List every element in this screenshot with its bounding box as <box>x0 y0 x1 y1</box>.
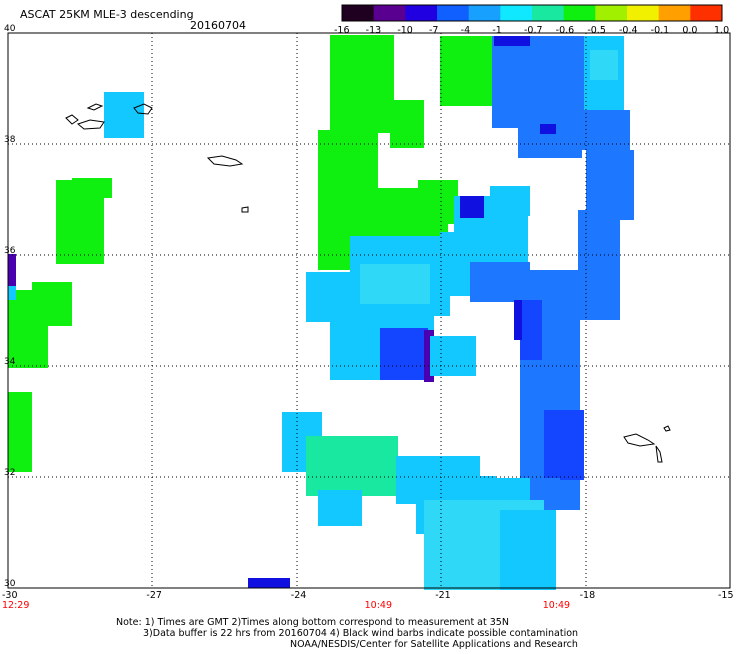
swath-cell <box>8 254 16 294</box>
swath-data-layer <box>8 35 634 590</box>
colorbar-swatch <box>563 5 596 21</box>
swath-cell <box>494 36 530 46</box>
colorbar-tick-label: -4 <box>460 25 471 36</box>
longitude-label: -27 <box>146 590 162 601</box>
island-porto-santo <box>663 425 671 432</box>
colorbar <box>341 4 723 22</box>
longitude-label: -18 <box>579 590 596 601</box>
island-azores-2 <box>76 119 105 130</box>
latitude-label: 40 <box>4 24 16 34</box>
swath-cell <box>440 36 496 106</box>
map-date: 20160704 <box>190 19 246 32</box>
swath-cell <box>330 35 394 133</box>
colorbar-swatch <box>690 5 723 21</box>
island-azores-3 <box>86 103 104 111</box>
colorbar-swatch <box>595 5 628 21</box>
swath-cell <box>8 290 48 368</box>
colorbar-swatch <box>532 5 565 21</box>
swath-cell <box>580 110 630 150</box>
pass-time-label: 10:49 <box>542 600 571 611</box>
colorbar-tick-label: -0.1 <box>650 25 670 36</box>
island-azores-6 <box>241 206 249 213</box>
note-line-3: NOAA/NESDIS/Center for Satellite Applica… <box>290 639 578 650</box>
swath-cell <box>590 50 618 80</box>
swath-cell <box>578 210 620 320</box>
latitude-label: 38 <box>4 135 16 145</box>
colorbar-swatch <box>468 5 501 21</box>
colorbar-swatch <box>500 5 533 21</box>
island-azores-4 <box>133 103 153 115</box>
longitude-label: -15 <box>718 590 734 601</box>
pass-time-label: 12:29 <box>2 600 30 611</box>
swath-cell <box>430 336 476 376</box>
swath-cell <box>306 272 350 322</box>
swath-cell <box>380 328 428 380</box>
colorbar-tick-label: -0.6 <box>555 25 575 36</box>
swath-cell <box>248 578 290 588</box>
colorbar-tick-label: -1 <box>492 25 502 36</box>
colorbar-swatch <box>373 5 406 21</box>
colorbar-swatch <box>627 5 660 21</box>
graticule-grid <box>8 33 730 588</box>
swath-cell <box>104 92 144 138</box>
swath-cell <box>514 300 522 340</box>
colorbar-swatch <box>658 5 691 21</box>
colorbar-tick-label: -0.5 <box>587 25 606 36</box>
latitude-label: 30 <box>4 579 16 589</box>
longitude-label: -24 <box>290 590 307 601</box>
colorbar-tick-label: -10 <box>397 25 413 36</box>
swath-cell <box>72 178 112 198</box>
swath-cell <box>520 300 542 360</box>
swath-cell <box>490 186 530 216</box>
colorbar-tick-label: -13 <box>365 25 382 36</box>
swath-cell <box>560 440 584 480</box>
colorbar-tick-label: -7 <box>429 25 439 36</box>
swath-cell <box>460 196 484 218</box>
island-desertas <box>655 445 663 463</box>
swath-cell <box>586 150 634 220</box>
pass-time-label: 10:49 <box>364 600 393 611</box>
colorbar-tick-label: 1.0 <box>714 25 730 36</box>
island-madeira <box>623 433 656 447</box>
colorbar-tick-label: -0.7 <box>524 25 543 36</box>
latitude-label: 36 <box>4 246 16 256</box>
colorbar-swatch <box>437 5 470 21</box>
colorbar-tick-label: -0.4 <box>619 25 638 36</box>
colorbar-tick-label: 0.0 <box>682 25 698 36</box>
colorbar-tick-label: -16 <box>334 25 350 36</box>
longitude-label: -30 <box>2 590 18 601</box>
swath-cell <box>360 264 430 304</box>
swath-cell <box>8 286 16 300</box>
longitude-label: -21 <box>435 590 451 601</box>
island-azores-1 <box>65 114 79 125</box>
colorbar-swatch <box>342 5 375 21</box>
swath-cell <box>418 180 458 224</box>
swath-cell <box>500 510 556 590</box>
swath-cell <box>390 100 424 148</box>
latitude-label: 34 <box>4 357 16 367</box>
note-line-2: 3)Data buffer is 22 hrs from 20160704 4)… <box>143 628 579 639</box>
swath-cell <box>540 124 556 134</box>
swath-cell <box>424 330 434 382</box>
colorbar-swatch <box>405 5 438 21</box>
swath-cell <box>8 392 32 472</box>
swath-cell <box>318 490 362 526</box>
note-line-1: Note: 1) Times are GMT 2)Times along bot… <box>116 617 509 628</box>
swath-cell <box>306 436 398 496</box>
latitude-label: 32 <box>4 468 16 478</box>
map-title: ASCAT 25KM MLE-3 descending <box>20 8 194 21</box>
coastline-layer <box>65 103 671 463</box>
island-azores-5 <box>206 155 244 167</box>
colorbar-frame <box>341 4 723 22</box>
swath-cell <box>492 36 584 128</box>
plot-frame <box>7 32 731 589</box>
